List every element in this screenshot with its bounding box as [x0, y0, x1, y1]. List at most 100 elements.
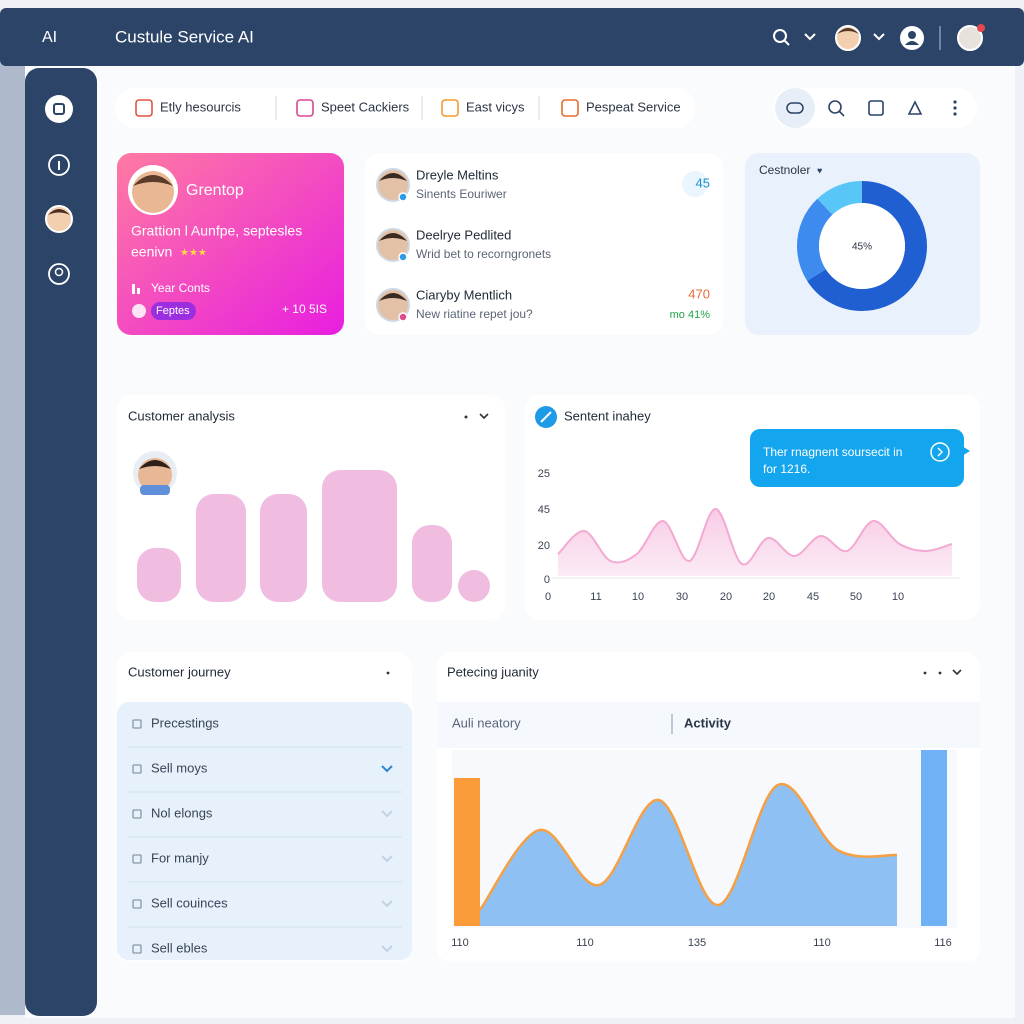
pill-label: Feptes [156, 305, 190, 317]
contact-name: Dreyle Meltins [416, 167, 499, 182]
sidebar [25, 68, 97, 1016]
tab-bar [115, 88, 695, 128]
tab-icon [135, 99, 153, 117]
x-label: 30 [676, 591, 688, 603]
tab-icon [441, 99, 459, 117]
chevron[interactable] [381, 945, 393, 953]
journey-item[interactable]: Sell moys [151, 760, 208, 775]
donut-center: 45% [852, 242, 872, 253]
tool-calendar[interactable] [868, 100, 884, 116]
x-label: 45 [807, 591, 819, 603]
chevron[interactable] [804, 33, 816, 41]
journey-item[interactable]: Sell ebles [151, 940, 208, 955]
profile-avatar[interactable] [957, 25, 983, 51]
sentiment-line [557, 507, 953, 566]
bar [196, 494, 246, 602]
journey-item[interactable]: Sell couinces [151, 895, 228, 910]
search-icon[interactable] [773, 29, 787, 43]
chevron[interactable] [952, 669, 962, 676]
tab[interactable]: East vicys [466, 99, 525, 114]
x-label: 10 [632, 591, 644, 603]
y-label: 45 [538, 504, 550, 516]
contact-name: Deelrye Pedlited [416, 227, 511, 242]
tab[interactable]: Etly hesourcis [160, 99, 241, 114]
contact-subtitle: Wrid bet to recorngronets [416, 247, 551, 261]
contact-hair [379, 173, 407, 181]
journey-item[interactable]: Precestings [151, 715, 219, 730]
tool-edit[interactable] [907, 100, 923, 115]
donut-hole [819, 203, 905, 289]
x-label: 11 [590, 591, 601, 603]
stat-label: Year Conts [151, 281, 210, 295]
lock-icon [132, 764, 142, 774]
stars: ★★★ [180, 248, 207, 259]
bar [322, 470, 397, 602]
x-label: 50 [850, 591, 862, 603]
profile-line: Grattion l Aunfpe, septesles [131, 223, 302, 239]
x-label: 10 [892, 591, 904, 603]
bar [412, 525, 452, 602]
tab[interactable]: Activity [684, 715, 732, 730]
tooltip-button[interactable] [930, 442, 950, 462]
card-title: Petecing juanity [447, 664, 539, 679]
tab-icon [296, 99, 314, 117]
profile-name: Grentop [186, 182, 244, 199]
card-title: Sentent inahey [564, 408, 651, 423]
x-label: 20 [763, 591, 775, 603]
donut-segment [797, 181, 927, 311]
status-dot [398, 252, 408, 262]
nav-home[interactable] [45, 95, 73, 123]
tab-icon [561, 99, 579, 117]
top-bar [0, 8, 1024, 66]
journey-item[interactable]: Nol elongs [151, 805, 213, 820]
contact-change: mo 41% [670, 309, 711, 321]
heart: ♥ [817, 165, 822, 175]
x-label: 0 [545, 591, 551, 603]
y-label: 20 [538, 540, 550, 552]
sentiment-card [525, 395, 980, 620]
tab[interactable]: Auli neatory [452, 715, 521, 730]
lock-icon [132, 719, 142, 729]
status-dot [398, 312, 408, 322]
bar [458, 570, 490, 602]
chevron[interactable] [381, 900, 393, 908]
contact-hair [379, 293, 407, 301]
chevron[interactable] [873, 33, 885, 41]
activity-bar [454, 778, 480, 926]
contact-name: Ciaryby Mentlich [416, 287, 512, 302]
tab[interactable]: Pespeat Service [586, 99, 681, 114]
bar [137, 548, 181, 602]
lock-icon [132, 809, 142, 819]
lock-icon [132, 899, 142, 909]
x-label: 110 [576, 937, 594, 949]
toolbar [772, 88, 977, 128]
journey-item[interactable]: For manjy [151, 850, 209, 865]
tab[interactable]: Speet Cackiers [321, 99, 410, 114]
stat-value: + 10 5IS [282, 302, 327, 316]
y-label: 0 [544, 574, 550, 586]
nav-info[interactable] [48, 154, 70, 176]
activity-bar [921, 750, 947, 926]
x-label: 116 [934, 937, 952, 949]
pill[interactable] [151, 302, 196, 320]
x-label: 110 [451, 937, 469, 949]
x-label: 135 [688, 937, 706, 949]
contacts-card [365, 153, 723, 335]
chevron[interactable] [381, 765, 393, 773]
tool-button[interactable] [775, 88, 815, 128]
chevron[interactable] [381, 810, 393, 818]
card-title: Customer analysis [128, 408, 235, 423]
activity-line [478, 782, 898, 911]
chevron[interactable] [479, 413, 489, 420]
bar [260, 494, 307, 602]
tool-search[interactable] [828, 100, 842, 114]
contact-value: 45 [696, 175, 710, 190]
chevron[interactable] [381, 855, 393, 863]
tooltip-text: Ther rnagnent soursecit in [763, 445, 902, 459]
contact-value: 470 [688, 286, 710, 301]
nav-profile[interactable] [48, 263, 70, 285]
app-title: Custule Service AI [115, 27, 254, 46]
avatar[interactable] [835, 25, 861, 51]
